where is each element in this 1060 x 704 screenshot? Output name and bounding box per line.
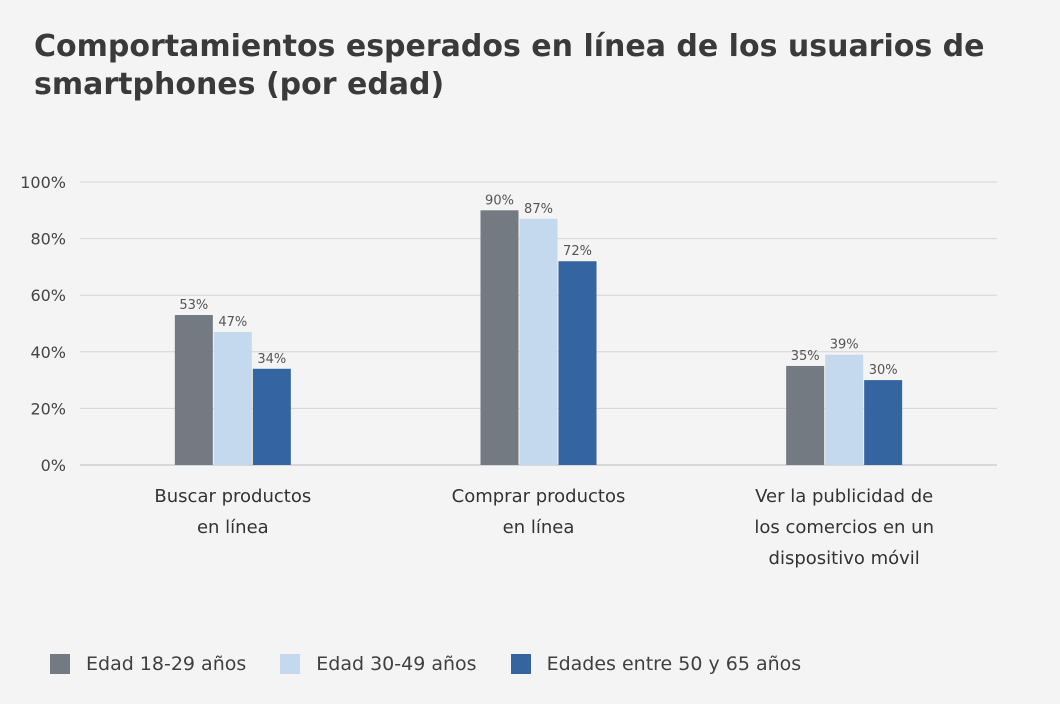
- data-label: 39%: [830, 338, 859, 353]
- legend-item-series-2: Edad 30-49 años: [280, 653, 477, 675]
- data-label: 30%: [869, 363, 898, 378]
- legend-swatch-series-2: [280, 654, 301, 674]
- category-label: Comprar productos: [452, 486, 626, 507]
- data-label: 90%: [485, 193, 514, 208]
- category-label: en línea: [503, 517, 575, 538]
- category-label: Buscar productos: [154, 486, 311, 507]
- bar: [864, 380, 903, 465]
- data-label: 87%: [524, 202, 553, 217]
- data-label: 53%: [179, 298, 208, 313]
- bar: [252, 368, 291, 465]
- legend-item-series-3: Edades entre 50 y 65 años: [510, 653, 802, 675]
- legend-label-series-2: Edad 30-49 años: [316, 653, 477, 675]
- legend-item-series-1: Edad 18-29 años: [50, 653, 246, 675]
- bar-chart: 0% 20% 40% 60% 80% 100% 53% 47% 34% Buscar produc…: [20, 173, 997, 569]
- bar: [558, 261, 597, 465]
- bar: [519, 218, 558, 465]
- data-label: 34%: [257, 352, 286, 367]
- legend-label-series-1: Edad 18-29 años: [86, 653, 247, 675]
- legend-label-series-3: Edades entre 50 y 65 años: [546, 653, 802, 675]
- category-label: Ver la publicidad de: [755, 486, 933, 507]
- category-label: en línea: [197, 517, 269, 538]
- y-tick-label: 100%: [20, 173, 66, 192]
- category-label: dispositivo móvil: [769, 548, 920, 569]
- bar: [174, 315, 213, 465]
- chart-title: Comportamientos esperados en línea de lo…: [34, 29, 985, 102]
- bar: [213, 331, 252, 465]
- data-label: 47%: [218, 315, 247, 330]
- bar: [480, 210, 519, 465]
- category-label: los comercios en un: [754, 517, 934, 538]
- bar: [786, 365, 825, 465]
- data-label: 72%: [563, 244, 592, 259]
- legend-swatch-series-3: [510, 654, 531, 674]
- legend-swatch-series-1: [50, 654, 70, 674]
- y-tick-label: 80%: [30, 230, 66, 249]
- bar: [825, 354, 864, 465]
- y-tick-label: 0%: [41, 456, 66, 475]
- y-tick-label: 60%: [30, 286, 66, 305]
- data-label: 35%: [791, 349, 820, 364]
- y-tick-label: 20%: [30, 399, 66, 418]
- y-tick-label: 40%: [30, 343, 66, 362]
- chart-legend: Edad 18-29 años Edad 30-49 años Edades e…: [50, 653, 835, 675]
